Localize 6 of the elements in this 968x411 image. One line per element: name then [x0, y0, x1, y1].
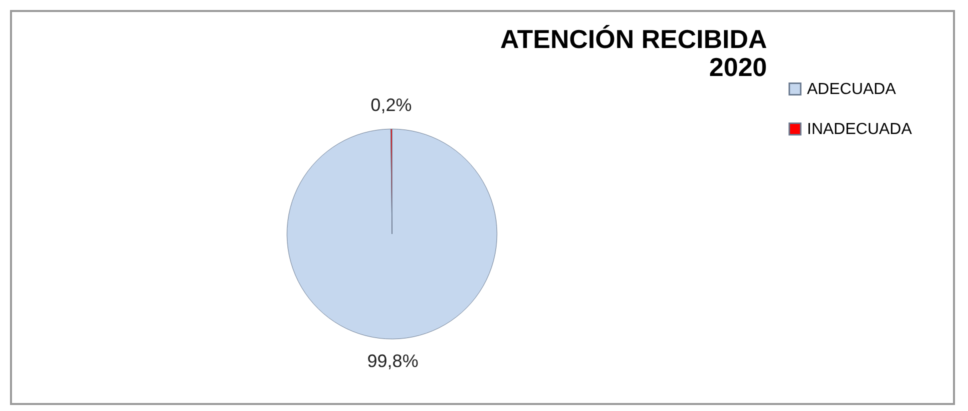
pie-slice	[286, 128, 498, 340]
data-label: 99,8%	[367, 350, 418, 371]
data-label: 0,2%	[370, 95, 412, 116]
chart-title: ATENCIÓN RECIBIDA 2020	[500, 24, 768, 82]
legend-label: ADECUADA	[807, 81, 896, 98]
legend-label: INADECUADA	[807, 121, 912, 138]
